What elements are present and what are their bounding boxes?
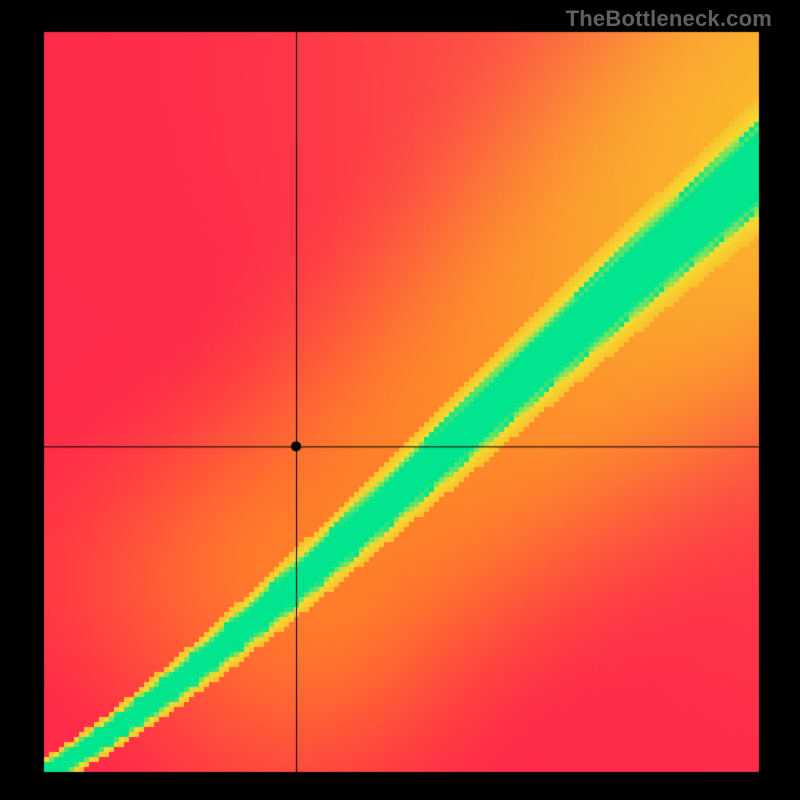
bottleneck-heatmap bbox=[0, 0, 800, 800]
watermark-text: TheBottleneck.com bbox=[566, 6, 772, 32]
chart-container: TheBottleneck.com bbox=[0, 0, 800, 800]
